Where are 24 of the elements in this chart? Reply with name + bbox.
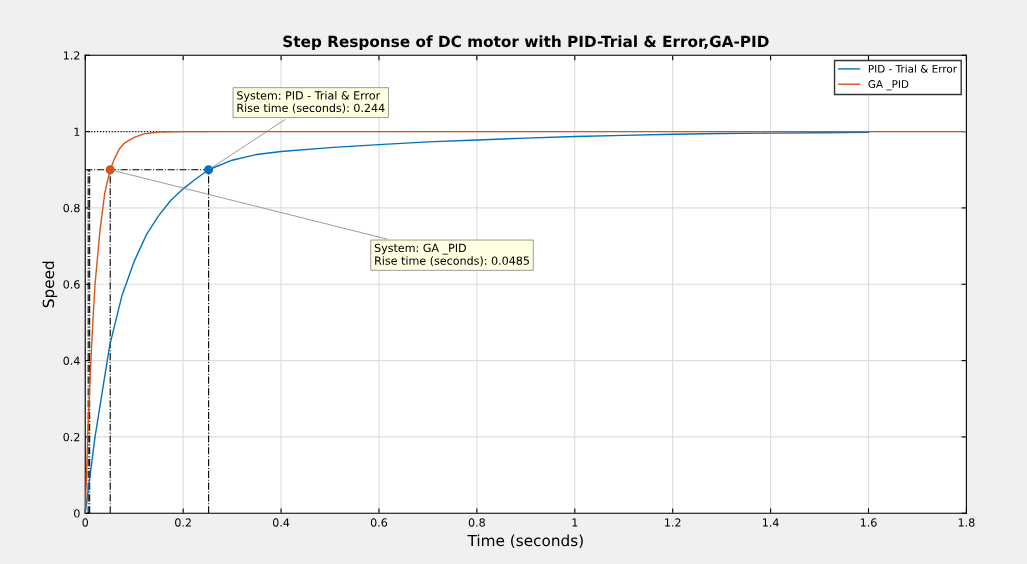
legend-label: PID - Trial & Error <box>868 64 958 73</box>
x-tick-label: 1.6 <box>860 518 877 527</box>
x-tick-label: 1.8 <box>958 518 975 527</box>
y-tick-label: 0.8 <box>63 203 80 213</box>
y-axis-title: Speed <box>42 261 58 308</box>
x-axis-title: Time (seconds) <box>467 534 583 549</box>
y-tick-label: 0.4 <box>63 356 80 365</box>
annotation: System: GA _PID Rise time (seconds): 0.0485 <box>374 243 529 267</box>
y-tick-label: 1 <box>74 127 80 136</box>
x-tick-label: 0.8 <box>468 518 485 527</box>
y-tick-label: 1.2 <box>63 51 80 60</box>
x-tick-label: 0 <box>82 518 89 527</box>
x-tick-label: 1.2 <box>665 518 681 527</box>
x-tick-label: 0.4 <box>272 518 290 527</box>
y-tick-label: 0.6 <box>63 280 80 289</box>
x-tick-label: 0.6 <box>370 518 388 527</box>
chart-title: Step Response of DC motor with PID-Trial & Error,GA-PID <box>283 35 769 51</box>
legend-label: GA _PID <box>868 80 909 91</box>
y-tick-label: 0 <box>74 509 80 518</box>
x-tick-label: 1.4 <box>762 518 779 527</box>
x-tick-label: 1 <box>572 518 578 527</box>
annotation: System: PID - Trial & Error Rise time (seconds): 0.244 <box>237 91 385 114</box>
y-tick-label: 0.2 <box>63 432 80 442</box>
x-tick-label: 0.2 <box>175 518 191 527</box>
